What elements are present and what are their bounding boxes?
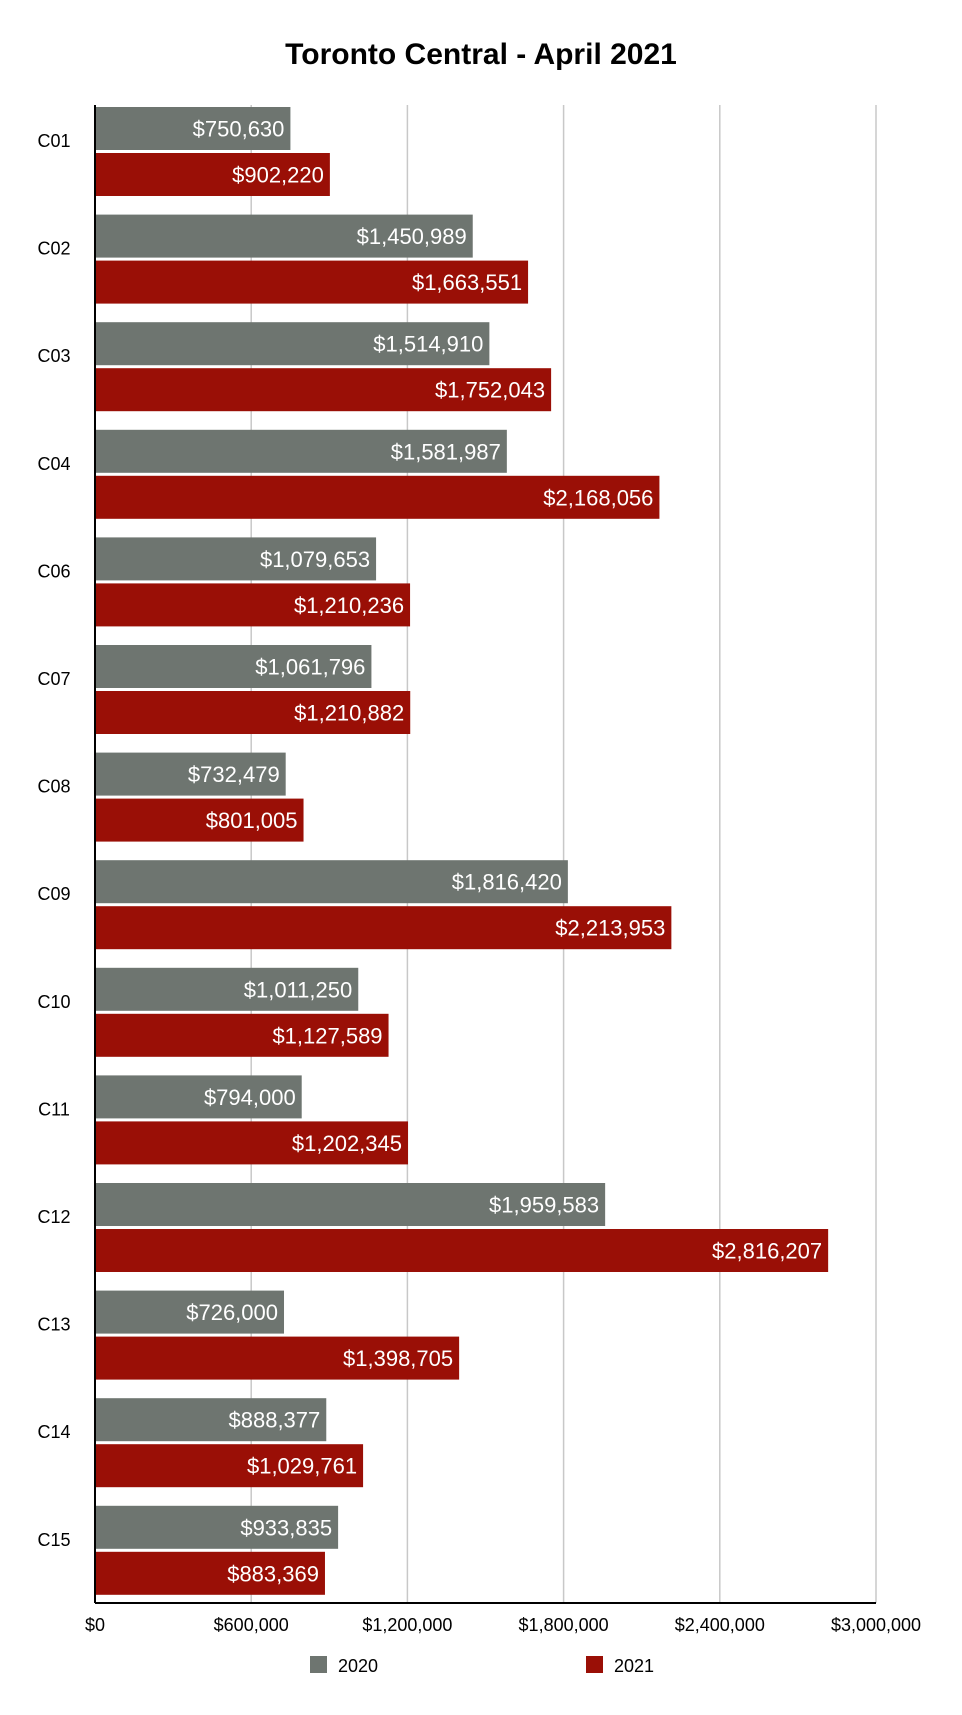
bar-label: $794,000 xyxy=(204,1085,296,1110)
x-axis: $0 $600,000 $1,200,000 $1,800,000 $2,400,000… xyxy=(85,105,921,1635)
category-label: C13 xyxy=(37,1315,70,1335)
bar-2021-C01 xyxy=(95,153,330,196)
bar-label: $888,377 xyxy=(229,1408,321,1433)
bar-label: $933,835 xyxy=(240,1515,332,1540)
bar-2021-C04 xyxy=(95,475,660,519)
x-tick-label: $1,800,000 xyxy=(519,1615,609,1635)
bar-2020-C14 xyxy=(95,1398,327,1442)
bar-2021-C06 xyxy=(95,583,411,627)
bar-label: $1,752,043 xyxy=(435,378,545,403)
category-label: C09 xyxy=(37,884,70,904)
legend-label-2021: 2021 xyxy=(614,1656,654,1676)
legend-label-2020: 2020 xyxy=(338,1656,378,1676)
bar-label: $732,479 xyxy=(188,762,280,787)
category-label: C15 xyxy=(37,1530,70,1550)
bar-label: $883,369 xyxy=(227,1561,319,1586)
bar-2021-C13 xyxy=(95,1336,460,1380)
bar-label: $1,663,551 xyxy=(412,270,522,295)
bar-label: $1,816,420 xyxy=(452,870,562,895)
bar-2020-C02 xyxy=(95,214,473,258)
category-label: C07 xyxy=(37,669,70,689)
bar-label: $902,220 xyxy=(232,163,324,188)
bar-2020-C06 xyxy=(95,537,377,581)
bar-2020-C07 xyxy=(95,645,372,688)
bar-label: $1,450,989 xyxy=(357,224,467,249)
bar-2021-C02 xyxy=(95,260,529,304)
bar-2021-C08 xyxy=(95,798,304,842)
bars: $750,630 $902,220 $1,450,989 $1,663,551 $1,5… xyxy=(95,107,829,1595)
x-tick-label: $3,000,000 xyxy=(831,1615,921,1635)
bar-2020-C12 xyxy=(95,1183,606,1226)
bar-2021-C12 xyxy=(95,1229,829,1272)
category-label: C04 xyxy=(37,454,70,474)
category-label: C10 xyxy=(37,992,70,1012)
legend: 2020 2021 xyxy=(310,1656,654,1676)
bar-2021-C03 xyxy=(95,368,552,412)
legend-swatch-2021 xyxy=(586,1656,603,1673)
category-label: C14 xyxy=(37,1422,70,1442)
x-tick-label: $2,400,000 xyxy=(675,1615,765,1635)
category-label: C03 xyxy=(37,346,70,366)
category-label: C11 xyxy=(38,1099,70,1119)
bar-label: $1,079,653 xyxy=(260,547,370,572)
bar-2021-C14 xyxy=(95,1444,364,1488)
category-label: C06 xyxy=(37,561,70,581)
bar-2021-C15 xyxy=(95,1551,325,1595)
x-tick-label: $0 xyxy=(85,1615,105,1635)
bar-2020-C11 xyxy=(95,1075,302,1119)
bar-2020-C03 xyxy=(95,322,490,366)
bar-label: $1,514,910 xyxy=(373,332,483,357)
bar-2020-C15 xyxy=(95,1505,339,1549)
bar-2021-C07 xyxy=(95,691,411,734)
bar-label: $1,398,705 xyxy=(343,1346,453,1371)
bar-label: $1,202,345 xyxy=(292,1131,402,1156)
bar-label: $1,029,761 xyxy=(247,1454,357,1479)
bar-label: $726,000 xyxy=(186,1300,278,1325)
bar-2020-C13 xyxy=(95,1290,285,1334)
category-labels: C01 C02 C03 C04 C06 C07 C08 C09 C10 C11 C12 C13 C14 C… xyxy=(37,131,70,1550)
chart-title: Toronto Central - April 2021 xyxy=(285,38,677,71)
legend-swatch-2020 xyxy=(310,1656,327,1673)
bar-2021-C10 xyxy=(95,1013,389,1057)
bar-label: $1,959,583 xyxy=(489,1193,599,1218)
bar-label: $801,005 xyxy=(206,808,298,833)
bar-2020-C04 xyxy=(95,429,507,473)
bar-label: $2,816,207 xyxy=(712,1239,822,1264)
bar-label: $750,630 xyxy=(193,117,285,142)
bar-label: $1,581,987 xyxy=(391,439,501,464)
bar-label: $1,011,250 xyxy=(244,977,352,1002)
bar-label: $1,061,796 xyxy=(255,655,365,680)
x-tick-label: $600,000 xyxy=(214,1615,289,1635)
bar-label: $1,210,236 xyxy=(294,593,404,618)
bar-2020-C10 xyxy=(95,967,359,1011)
bar-label: $1,210,882 xyxy=(294,701,404,726)
x-tick-label: $1,200,000 xyxy=(362,1615,452,1635)
bar-2021-C11 xyxy=(95,1121,409,1165)
category-label: C12 xyxy=(37,1207,70,1227)
category-label: C02 xyxy=(37,239,70,259)
bar-label: $1,127,589 xyxy=(272,1023,382,1048)
bar-2020-C01 xyxy=(95,107,291,150)
category-label: C01 xyxy=(37,131,70,151)
bar-label: $2,168,056 xyxy=(543,485,653,510)
category-label: C08 xyxy=(37,777,70,797)
bar-2020-C08 xyxy=(95,752,286,796)
bar-2020-C09 xyxy=(95,860,568,904)
bar-label: $2,213,953 xyxy=(555,916,665,941)
bar-2021-C09 xyxy=(95,906,672,950)
